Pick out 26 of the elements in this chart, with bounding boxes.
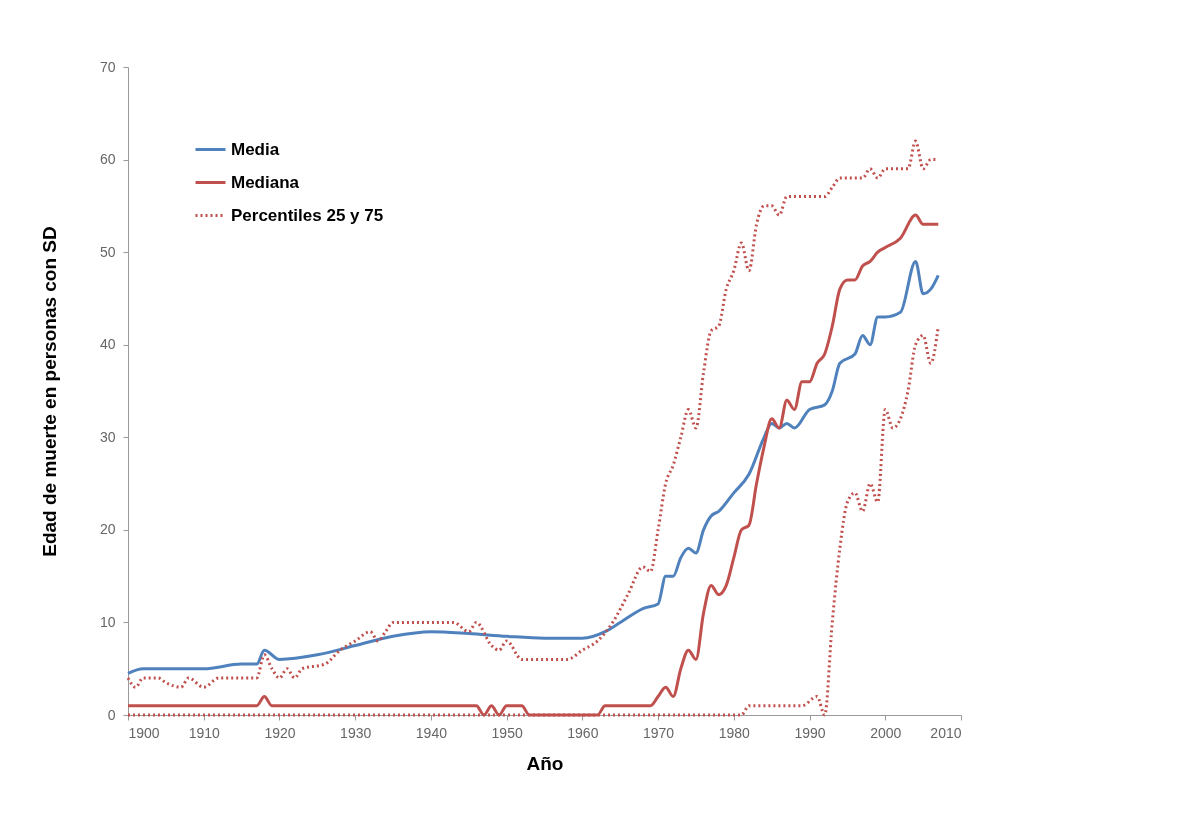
y-tick-label: 50 — [99, 243, 116, 260]
x-tick-label: 2010 — [930, 724, 962, 741]
x-tick-label: 2000 — [870, 724, 902, 741]
x-tick-label: 1990 — [794, 724, 826, 741]
y-tick-label: 20 — [99, 521, 116, 538]
x-tick-label: 1910 — [188, 724, 221, 741]
x-tick-label: 1960 — [567, 724, 599, 741]
y-tick-label: 10 — [99, 613, 116, 630]
x-tick-label: 1970 — [643, 724, 675, 741]
x-tick-label: 1930 — [340, 724, 372, 741]
legend-label: Percentiles 25 y 75 — [231, 205, 384, 225]
x-tick-label: 1980 — [718, 724, 751, 741]
line-series — [126, 259, 940, 675]
legend-label: Mediana — [231, 172, 300, 192]
y-tick-label: 40 — [99, 336, 116, 353]
x-tick-label: 1900 — [128, 724, 160, 741]
y-tick-label: 60 — [99, 151, 116, 168]
x-axis-title: Año — [526, 752, 564, 774]
x-tick-label: 1940 — [415, 724, 448, 741]
y-axis-title: Edad de muerte en personas con SD — [38, 226, 60, 557]
y-tick-label: 70 — [99, 58, 116, 75]
y-tick-label: 0 — [107, 706, 116, 723]
x-tick-label: 1950 — [491, 724, 523, 741]
x-tick-label: 1920 — [264, 724, 296, 741]
y-tick-label: 30 — [99, 428, 116, 445]
legend-label: Media — [231, 139, 280, 159]
